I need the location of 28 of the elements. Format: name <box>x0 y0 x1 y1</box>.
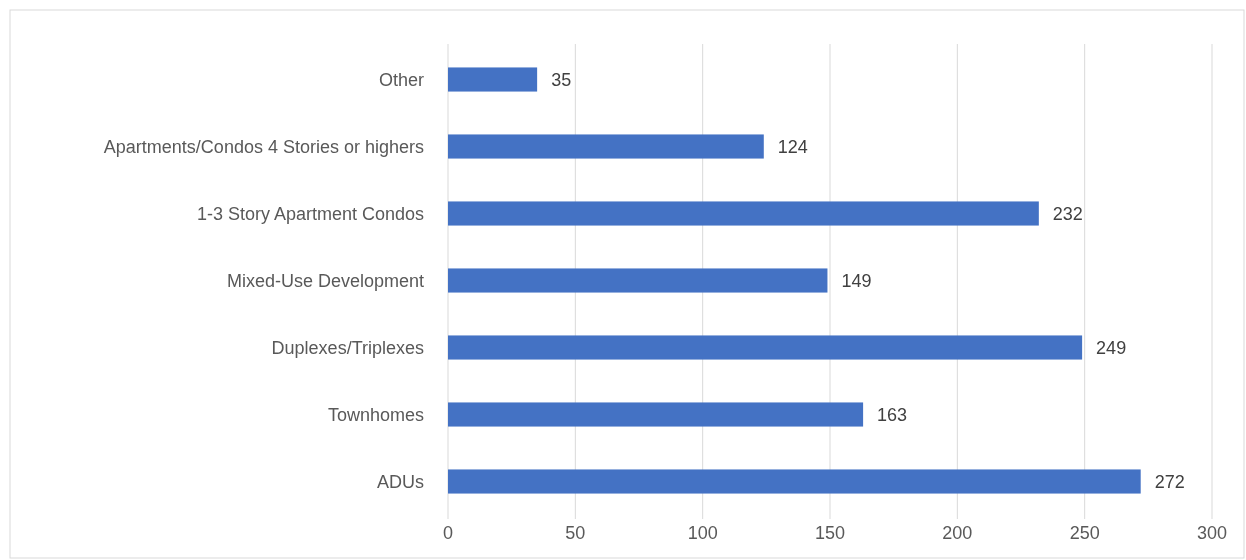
bar <box>448 201 1039 226</box>
bar <box>448 335 1083 360</box>
data-label: 232 <box>1052 203 1083 224</box>
x-tick-label: 100 <box>687 523 718 543</box>
bar <box>448 134 764 159</box>
x-tick-label: 250 <box>1069 523 1100 543</box>
y-tick-label: Apartments/Condos 4 Stories or highers <box>103 136 424 157</box>
y-tick-label: Duplexes/Triplexes <box>271 337 424 358</box>
y-tick-label: 1-3 Story Apartment Condos <box>196 203 424 224</box>
bar <box>448 67 538 92</box>
data-label: 149 <box>841 270 872 291</box>
x-tick-label: 50 <box>565 523 586 543</box>
data-label: 272 <box>1154 471 1185 492</box>
y-tick-label: Mixed-Use Development <box>226 270 424 291</box>
bar <box>448 268 828 293</box>
data-label: 249 <box>1096 337 1127 358</box>
data-label: 124 <box>777 136 808 157</box>
y-tick-label: Townhomes <box>327 404 424 425</box>
x-tick-label: 200 <box>942 523 973 543</box>
bar <box>448 402 864 427</box>
x-tick-label: 150 <box>814 523 846 543</box>
data-label: 35 <box>551 69 572 90</box>
y-tick-label: ADUs <box>376 471 424 492</box>
bar <box>448 469 1141 494</box>
data-label: 163 <box>877 404 908 425</box>
x-tick-label: 0 <box>442 523 454 543</box>
x-tick-label: 300 <box>1196 523 1228 543</box>
y-tick-label: Other <box>378 69 424 90</box>
